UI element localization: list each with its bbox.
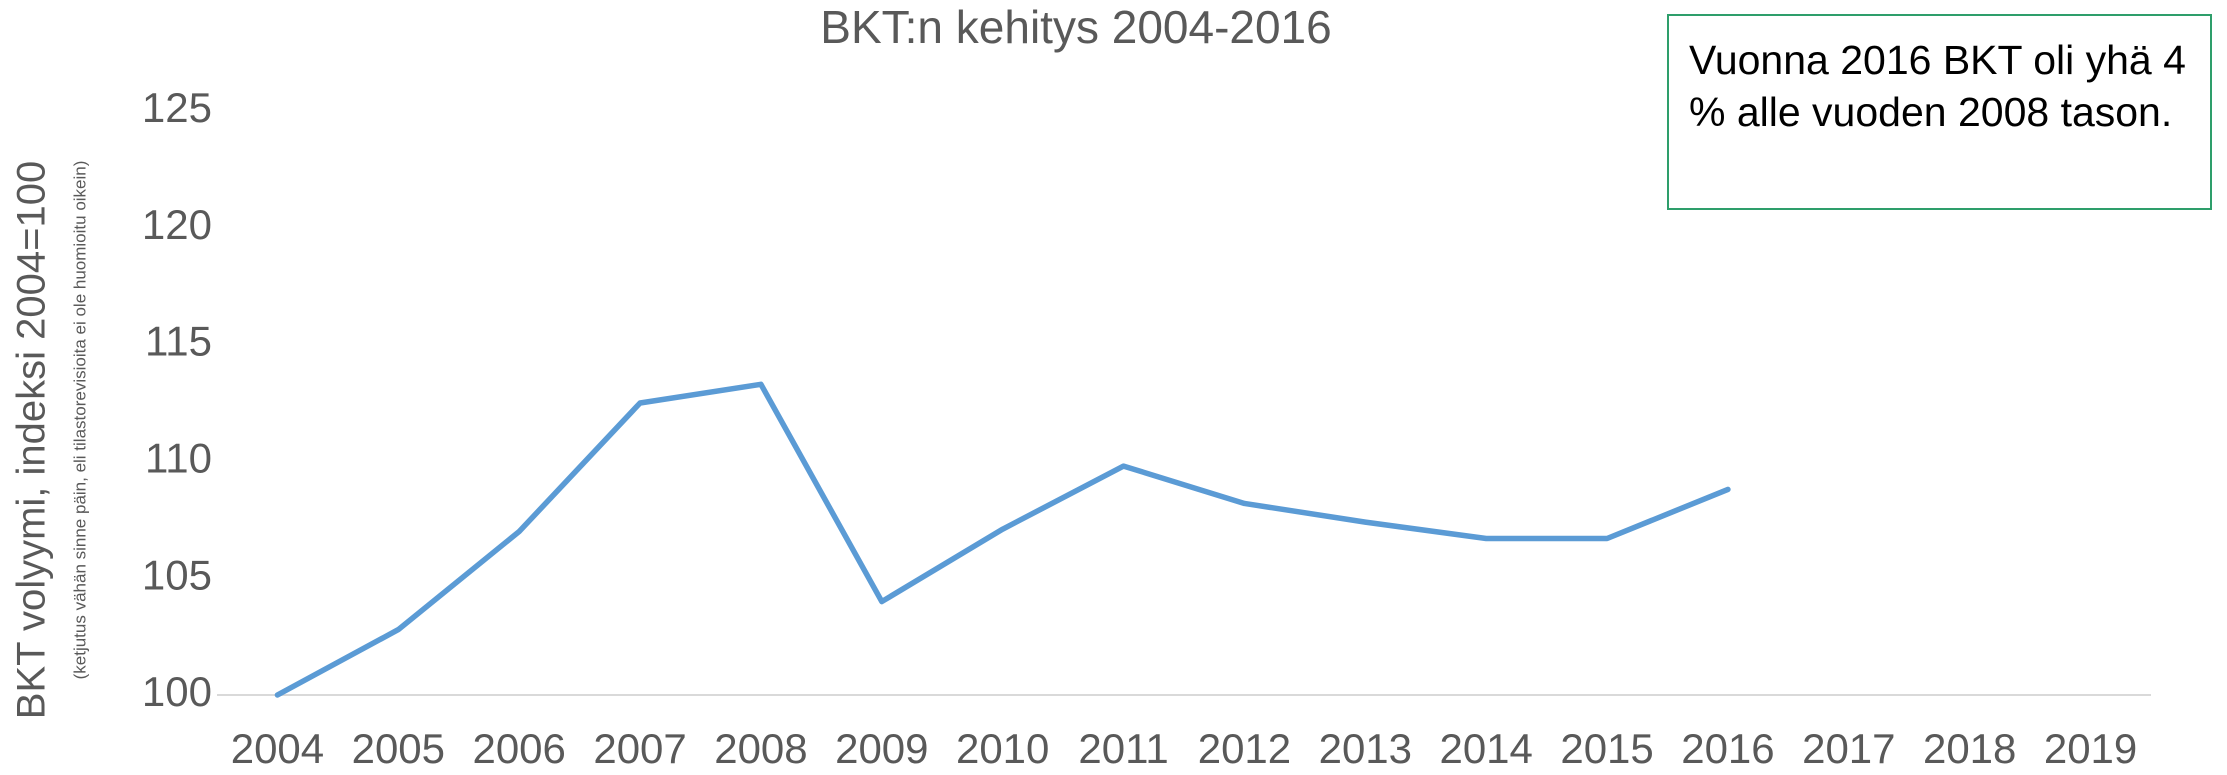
y-tick-label: 100 [142, 668, 212, 715]
x-tick-label: 2019 [2044, 725, 2137, 772]
x-tick-label: 2009 [835, 725, 928, 772]
y-axis-note: (ketjutus vähän sinne päin, eli tilastor… [70, 161, 89, 680]
y-tick-label: 105 [142, 551, 212, 598]
x-tick-label: 2013 [1319, 725, 1412, 772]
y-tick-label: 115 [145, 318, 212, 365]
y-tick-label: 110 [145, 434, 212, 481]
x-tick-label: 2004 [231, 725, 324, 772]
x-tick-label: 2006 [472, 725, 565, 772]
y-axis-label: BKT volyymi, indeksi 2004=100 [10, 161, 54, 719]
x-tick-label: 2005 [352, 725, 445, 772]
x-tick-label: 2010 [956, 725, 1049, 772]
annotation: Vuonna 2016 BKT oli yhä 4 % alle vuoden … [1667, 14, 2212, 210]
x-tick-label: 2014 [1439, 725, 1532, 772]
x-tick-label: 2007 [593, 725, 686, 772]
y-tick-label: 125 [142, 84, 212, 131]
y-tick-label: 120 [142, 201, 212, 248]
x-tick-label: 2011 [1078, 725, 1168, 772]
chart-title: BKT:n kehitys 2004-2016 [820, 1, 1331, 53]
x-tick-label: 2016 [1681, 725, 1774, 772]
x-tick-label: 2018 [1923, 725, 2016, 772]
x-tick-label: 2017 [1802, 725, 1895, 772]
x-tick-label: 2008 [714, 725, 807, 772]
x-tick-label: 2012 [1198, 725, 1291, 772]
data-line [274, 381, 1731, 698]
x-tick-label: 2015 [1560, 725, 1653, 772]
